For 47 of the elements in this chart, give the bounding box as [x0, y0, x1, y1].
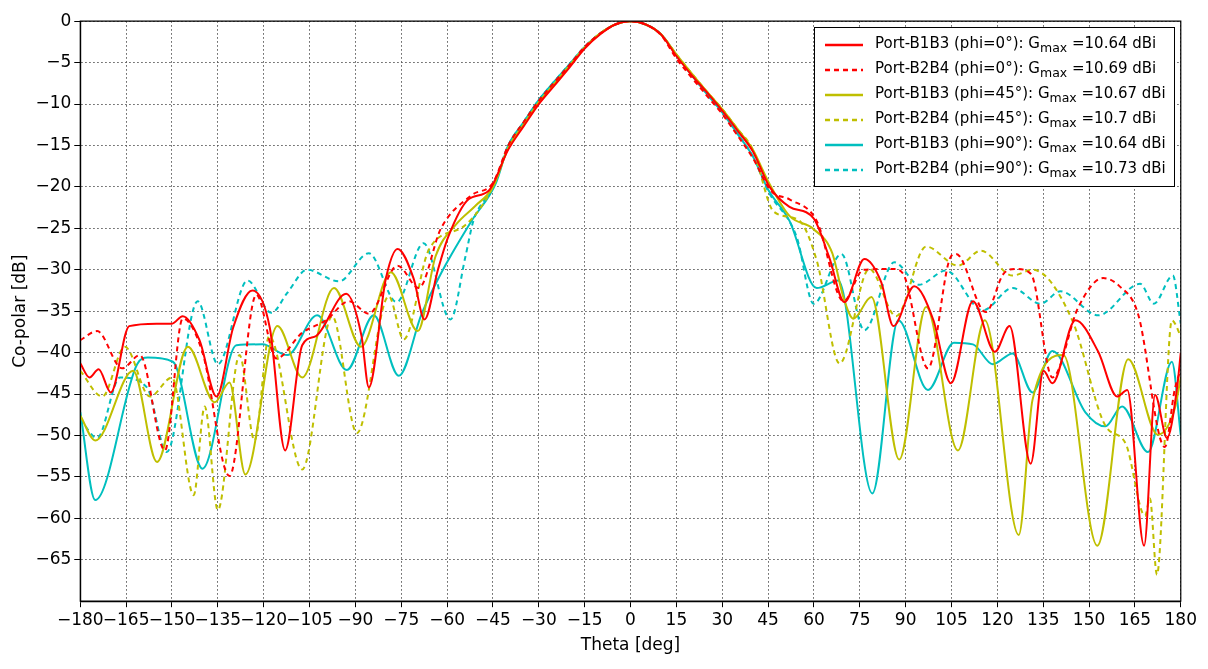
x-tick-label: 75 — [848, 608, 871, 629]
x-tick-label: −75 — [383, 608, 420, 629]
legend-label: Port-B2B4 (phi=90°): G$_{max}$ =10.73 dBi — [874, 159, 1166, 181]
x-tick-label: −15 — [566, 608, 603, 629]
x-tick-label: −45 — [475, 608, 511, 629]
x-tick-label: −60 — [429, 608, 466, 629]
x-tick-label: 30 — [711, 608, 734, 629]
y-tick-label: −45 — [35, 382, 72, 403]
y-tick-label: −35 — [35, 299, 72, 320]
x-tick-label: 90 — [894, 608, 917, 629]
x-tick-label: −180 — [56, 608, 104, 629]
y-tick-label: −50 — [35, 423, 72, 444]
y-axis-title: Co-polar [dB] — [8, 254, 29, 368]
x-tick-label: 165 — [1118, 608, 1152, 629]
x-tick-label: −105 — [286, 608, 333, 629]
x-tick-label: 150 — [1072, 608, 1106, 629]
x-tick-label: −135 — [194, 608, 242, 629]
y-tick-label: −25 — [35, 216, 72, 237]
y-tick-label: −5 — [46, 51, 72, 72]
x-tick-label: −120 — [240, 608, 288, 629]
y-tick-label: −30 — [35, 258, 72, 279]
legend-label: Port-B1B3 (phi=90°): G$_{max}$ =10.64 dBi — [874, 134, 1166, 156]
y-tick-label: −40 — [35, 341, 72, 362]
y-tick-label: −20 — [35, 175, 72, 196]
y-tick-label: −10 — [35, 92, 72, 113]
x-tick-label: −30 — [520, 608, 557, 629]
x-tick-label: −165 — [102, 608, 150, 629]
x-tick-label: −150 — [148, 608, 196, 629]
y-tick-label: −65 — [35, 548, 72, 569]
legend-label: Port-B1B3 (phi=0°): G$_{max}$ =10.64 dBi — [874, 34, 1157, 56]
legend-label: Port-B2B4 (phi=45°): G$_{max}$ =10.7 dBi — [874, 109, 1157, 131]
x-tick-label: 15 — [665, 608, 688, 629]
legend-label: Port-B2B4 (phi=0°): G$_{max}$ =10.69 dBi — [874, 59, 1157, 81]
x-tick-label: 105 — [935, 608, 968, 629]
y-tick-label: −55 — [35, 465, 72, 486]
x-tick-label: 135 — [1026, 608, 1060, 629]
x-tick-label: 45 — [757, 608, 779, 629]
x-tick-label: 60 — [803, 608, 825, 629]
x-tick-label: 0 — [625, 608, 636, 629]
x-tick-label: −90 — [337, 608, 374, 629]
x-axis-title: Theta [deg] — [579, 634, 681, 655]
y-tick-label: −15 — [35, 133, 72, 154]
x-tick-label: 180 — [1164, 608, 1197, 629]
y-tick-label: −60 — [35, 506, 72, 527]
x-tick-label: 120 — [981, 608, 1014, 629]
y-tick-label: 0 — [60, 9, 72, 30]
legend-label: Port-B1B3 (phi=45°): G$_{max}$ =10.67 dBi — [874, 84, 1166, 106]
